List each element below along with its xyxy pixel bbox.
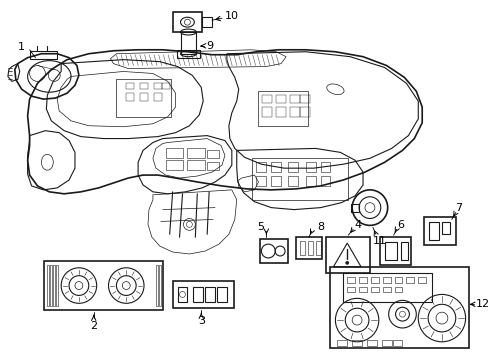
Bar [295,237,321,259]
Text: 4: 4 [354,220,361,230]
Bar [382,287,390,292]
Bar [423,217,455,245]
Bar [299,241,304,255]
Bar [177,287,187,302]
Text: 6: 6 [396,220,403,230]
Bar [276,107,285,117]
Bar [187,148,205,158]
Bar [343,273,431,302]
Bar [307,241,312,255]
Bar [262,95,272,103]
Bar [154,93,162,101]
Bar [205,287,215,302]
Bar [202,17,212,27]
Bar [276,95,285,103]
Bar [258,91,307,126]
Bar [394,287,402,292]
Bar [320,176,330,186]
Bar [207,162,219,170]
Bar [287,162,297,172]
Bar [193,287,203,302]
Bar [299,95,309,103]
Bar [299,107,309,117]
Bar [207,150,219,158]
Bar [406,277,413,283]
Bar [30,51,57,59]
Bar [394,277,402,283]
Bar [251,158,347,200]
Bar [116,79,170,117]
Bar [358,287,366,292]
Bar [325,237,369,273]
Bar [350,204,358,212]
Text: 5: 5 [256,222,264,232]
Bar [315,241,320,255]
Bar [305,176,315,186]
Bar [305,162,315,172]
Bar [172,12,202,32]
Text: 2: 2 [90,321,97,331]
Bar [217,287,226,302]
Bar [400,242,407,260]
Text: 12: 12 [475,299,488,309]
Bar [271,162,281,172]
Bar [384,242,396,260]
Bar [53,265,55,306]
Text: 11: 11 [372,236,386,246]
Bar [154,83,162,89]
Bar [271,176,281,186]
Bar [172,281,233,308]
Bar [180,32,196,54]
Bar [337,340,346,346]
Bar [330,267,468,348]
Bar [256,176,266,186]
Bar [370,287,378,292]
Bar [47,265,49,306]
Bar [140,83,148,89]
Bar [392,340,402,346]
Bar [379,237,410,265]
Bar [176,50,200,58]
Bar [262,107,272,117]
Text: 1: 1 [18,42,25,52]
Text: 10: 10 [224,11,238,21]
Bar [382,277,390,283]
Bar [320,162,330,172]
Circle shape [345,261,348,264]
Bar [417,277,425,283]
Bar [126,83,134,89]
Bar [346,287,354,292]
Bar [370,277,378,283]
Bar [140,93,148,101]
Bar [56,265,58,306]
Bar [126,93,134,101]
Bar [287,176,297,186]
Bar [162,83,169,89]
Bar [256,162,266,172]
Bar [346,277,354,283]
Bar [381,340,391,346]
Bar [289,95,299,103]
Text: 3: 3 [197,316,204,326]
Bar [159,265,161,306]
Bar [428,222,438,240]
Bar [441,222,449,234]
Bar [44,261,163,310]
Bar [156,265,158,306]
Bar [358,277,366,283]
Bar [50,265,52,306]
Bar [165,148,183,158]
Text: 7: 7 [454,203,461,213]
Bar [289,107,299,117]
Text: 8: 8 [316,222,324,232]
Text: 9: 9 [206,41,213,51]
Bar [187,160,205,170]
Bar [366,340,376,346]
Bar [351,340,361,346]
Bar [165,160,183,170]
Bar [260,239,287,263]
